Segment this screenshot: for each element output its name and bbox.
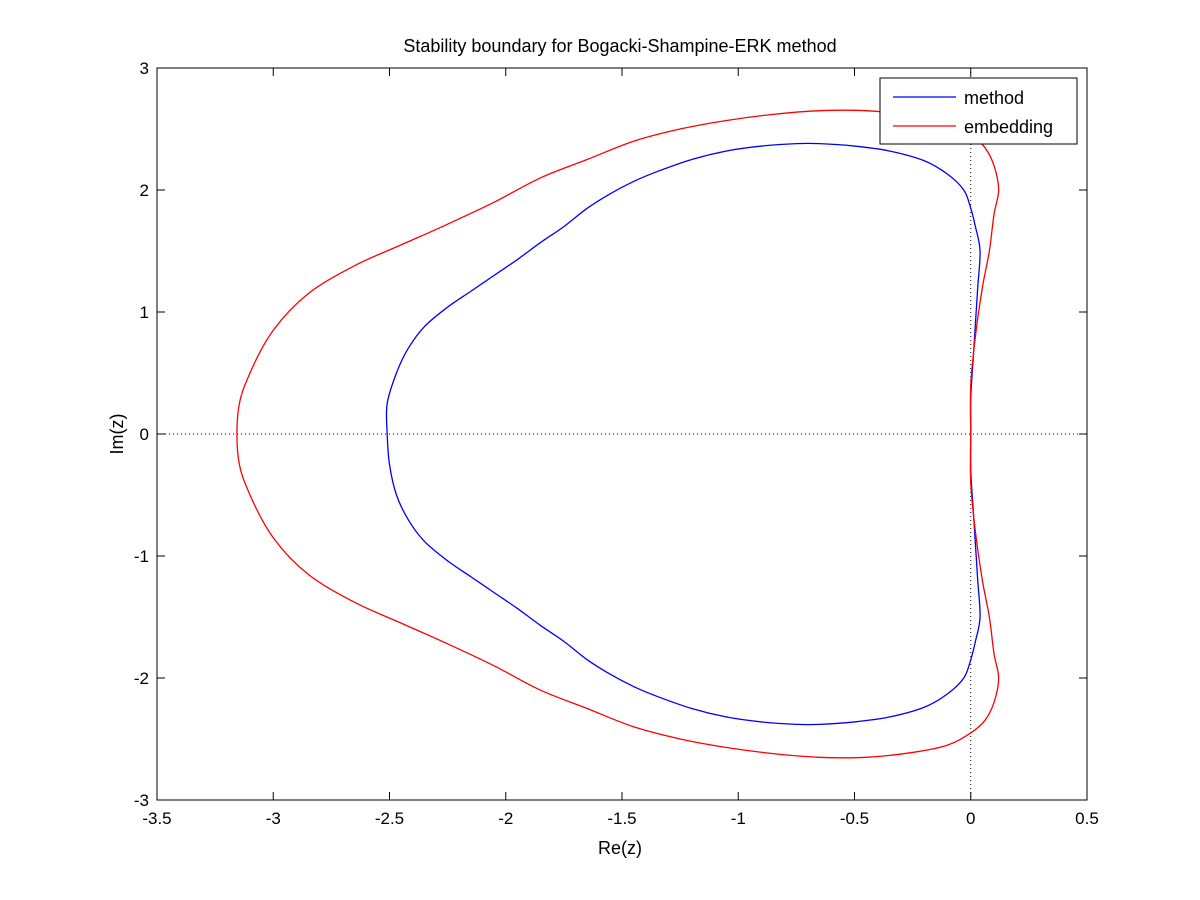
reference-lines <box>157 68 1087 800</box>
x-tick-label: -2 <box>498 809 513 828</box>
x-tick-label: 0.5 <box>1075 809 1099 828</box>
x-tick-label: -1.5 <box>607 809 636 828</box>
y-axis-label: Im(z) <box>107 414 127 455</box>
x-tick-label: -1 <box>731 809 746 828</box>
legend-box <box>879 77 1078 145</box>
legend-label-method: method <box>964 88 1024 108</box>
y-tick-label: -3 <box>134 791 149 810</box>
chart-title: Stability boundary for Bogacki-Shampine-… <box>403 36 836 56</box>
series-line-method <box>385 142 981 726</box>
x-tick-label: -2.5 <box>375 809 404 828</box>
legend: method embedding <box>879 77 1078 145</box>
y-tick-label: 3 <box>140 59 149 78</box>
x-tick-label: 0 <box>966 809 975 828</box>
y-tick-label: 1 <box>140 303 149 322</box>
y-tick-label: -1 <box>134 547 149 566</box>
y-tick-label: -2 <box>134 669 149 688</box>
legend-label-embedding: embedding <box>964 117 1053 137</box>
x-tick-label: -0.5 <box>840 809 869 828</box>
x-axis-label: Re(z) <box>598 838 642 858</box>
y-tick-label: 0 <box>140 425 149 444</box>
x-tick-label: -3 <box>266 809 281 828</box>
y-tick-label: 2 <box>140 181 149 200</box>
x-tick-label: -3.5 <box>142 809 171 828</box>
